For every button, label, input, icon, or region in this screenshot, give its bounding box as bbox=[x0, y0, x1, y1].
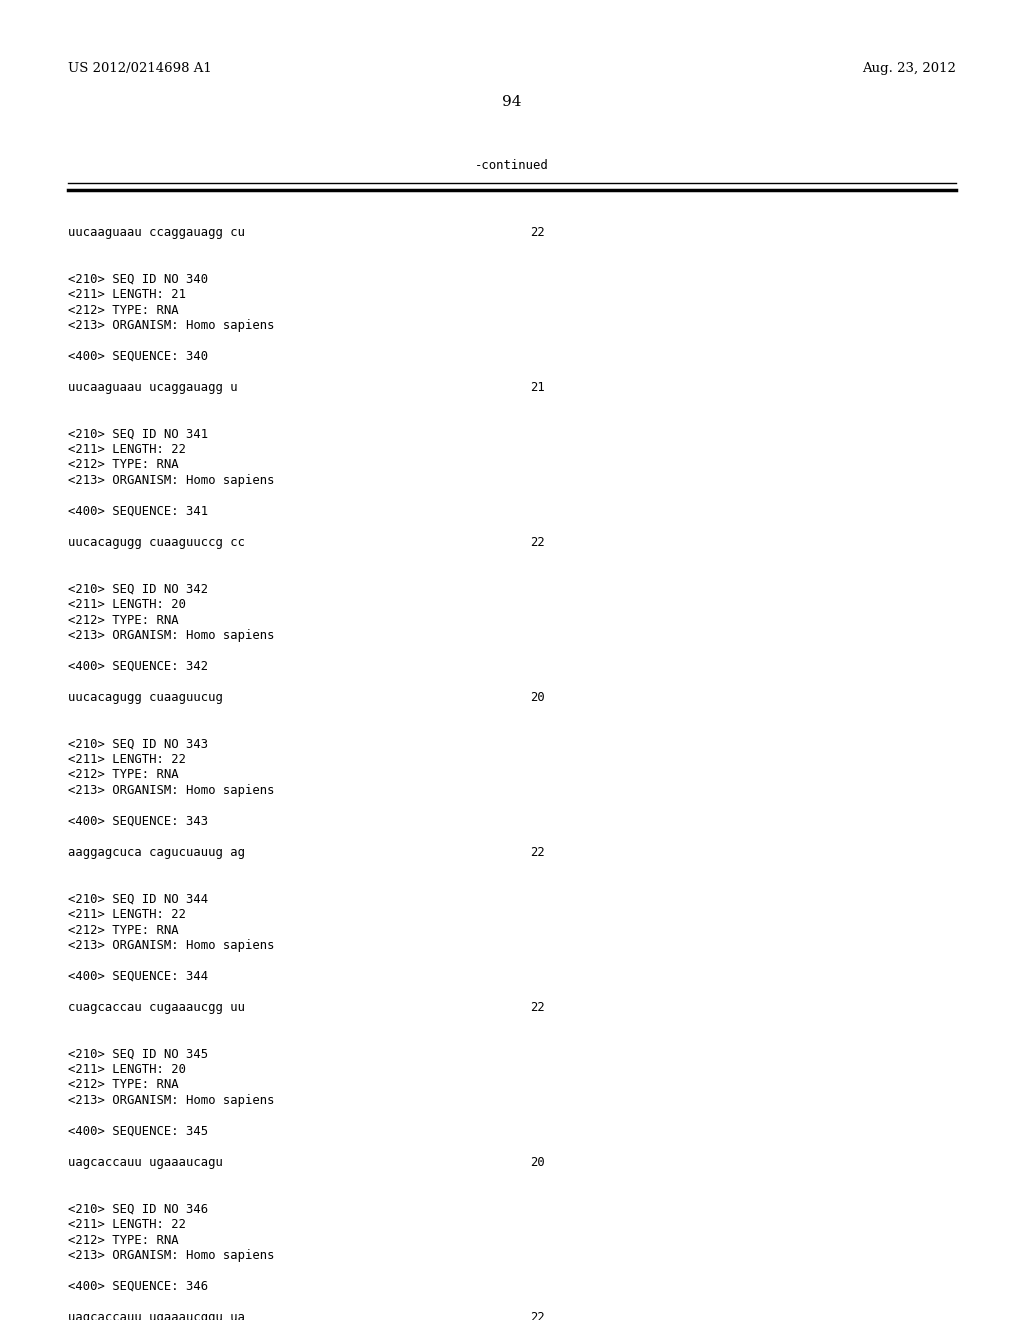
Text: <211> LENGTH: 22: <211> LENGTH: 22 bbox=[68, 444, 186, 455]
Text: <210> SEQ ID NO 344: <210> SEQ ID NO 344 bbox=[68, 892, 208, 906]
Text: <212> TYPE: RNA: <212> TYPE: RNA bbox=[68, 1078, 178, 1092]
Text: <210> SEQ ID NO 343: <210> SEQ ID NO 343 bbox=[68, 738, 208, 751]
Text: US 2012/0214698 A1: US 2012/0214698 A1 bbox=[68, 62, 212, 75]
Text: <212> TYPE: RNA: <212> TYPE: RNA bbox=[68, 304, 178, 317]
Text: <210> SEQ ID NO 346: <210> SEQ ID NO 346 bbox=[68, 1203, 208, 1216]
Text: <213> ORGANISM: Homo sapiens: <213> ORGANISM: Homo sapiens bbox=[68, 939, 274, 952]
Text: <210> SEQ ID NO 345: <210> SEQ ID NO 345 bbox=[68, 1048, 208, 1060]
Text: <213> ORGANISM: Homo sapiens: <213> ORGANISM: Homo sapiens bbox=[68, 474, 274, 487]
Text: <213> ORGANISM: Homo sapiens: <213> ORGANISM: Homo sapiens bbox=[68, 319, 274, 333]
Text: aaggagcuca cagucuauug ag: aaggagcuca cagucuauug ag bbox=[68, 846, 245, 859]
Text: uucacagugg cuaaguucug: uucacagugg cuaaguucug bbox=[68, 690, 223, 704]
Text: cuagcaccau cugaaaucgg uu: cuagcaccau cugaaaucgg uu bbox=[68, 1001, 245, 1014]
Text: uagcaccauu ugaaaucagu: uagcaccauu ugaaaucagu bbox=[68, 1156, 223, 1170]
Text: <213> ORGANISM: Homo sapiens: <213> ORGANISM: Homo sapiens bbox=[68, 784, 274, 797]
Text: 22: 22 bbox=[530, 226, 545, 239]
Text: uucacagugg cuaaguuccg cc: uucacagugg cuaaguuccg cc bbox=[68, 536, 245, 549]
Text: <211> LENGTH: 22: <211> LENGTH: 22 bbox=[68, 908, 186, 921]
Text: <212> TYPE: RNA: <212> TYPE: RNA bbox=[68, 458, 178, 471]
Text: <212> TYPE: RNA: <212> TYPE: RNA bbox=[68, 924, 178, 936]
Text: <212> TYPE: RNA: <212> TYPE: RNA bbox=[68, 614, 178, 627]
Text: <211> LENGTH: 22: <211> LENGTH: 22 bbox=[68, 1218, 186, 1232]
Text: 20: 20 bbox=[530, 690, 545, 704]
Text: <211> LENGTH: 20: <211> LENGTH: 20 bbox=[68, 1063, 186, 1076]
Text: <210> SEQ ID NO 342: <210> SEQ ID NO 342 bbox=[68, 582, 208, 595]
Text: <400> SEQUENCE: 341: <400> SEQUENCE: 341 bbox=[68, 506, 208, 517]
Text: <211> LENGTH: 22: <211> LENGTH: 22 bbox=[68, 752, 186, 766]
Text: 22: 22 bbox=[530, 536, 545, 549]
Text: <400> SEQUENCE: 342: <400> SEQUENCE: 342 bbox=[68, 660, 208, 673]
Text: 22: 22 bbox=[530, 1311, 545, 1320]
Text: 20: 20 bbox=[530, 1156, 545, 1170]
Text: 22: 22 bbox=[530, 1001, 545, 1014]
Text: <400> SEQUENCE: 345: <400> SEQUENCE: 345 bbox=[68, 1125, 208, 1138]
Text: uagcaccauu ugaaaucggu ua: uagcaccauu ugaaaucggu ua bbox=[68, 1311, 245, 1320]
Text: <211> LENGTH: 20: <211> LENGTH: 20 bbox=[68, 598, 186, 611]
Text: <213> ORGANISM: Homo sapiens: <213> ORGANISM: Homo sapiens bbox=[68, 630, 274, 642]
Text: 21: 21 bbox=[530, 381, 545, 393]
Text: <400> SEQUENCE: 340: <400> SEQUENCE: 340 bbox=[68, 350, 208, 363]
Text: <400> SEQUENCE: 346: <400> SEQUENCE: 346 bbox=[68, 1280, 208, 1294]
Text: <212> TYPE: RNA: <212> TYPE: RNA bbox=[68, 1233, 178, 1246]
Text: 22: 22 bbox=[530, 846, 545, 859]
Text: <400> SEQUENCE: 343: <400> SEQUENCE: 343 bbox=[68, 814, 208, 828]
Text: uucaaguaau ucaggauagg u: uucaaguaau ucaggauagg u bbox=[68, 381, 238, 393]
Text: uucaaguaau ccaggauagg cu: uucaaguaau ccaggauagg cu bbox=[68, 226, 245, 239]
Text: 94: 94 bbox=[502, 95, 522, 110]
Text: Aug. 23, 2012: Aug. 23, 2012 bbox=[862, 62, 956, 75]
Text: <212> TYPE: RNA: <212> TYPE: RNA bbox=[68, 768, 178, 781]
Text: <400> SEQUENCE: 344: <400> SEQUENCE: 344 bbox=[68, 970, 208, 983]
Text: <210> SEQ ID NO 341: <210> SEQ ID NO 341 bbox=[68, 428, 208, 441]
Text: <210> SEQ ID NO 340: <210> SEQ ID NO 340 bbox=[68, 272, 208, 285]
Text: <213> ORGANISM: Homo sapiens: <213> ORGANISM: Homo sapiens bbox=[68, 1094, 274, 1107]
Text: <213> ORGANISM: Homo sapiens: <213> ORGANISM: Homo sapiens bbox=[68, 1249, 274, 1262]
Text: -continued: -continued bbox=[475, 158, 549, 172]
Text: <211> LENGTH: 21: <211> LENGTH: 21 bbox=[68, 288, 186, 301]
